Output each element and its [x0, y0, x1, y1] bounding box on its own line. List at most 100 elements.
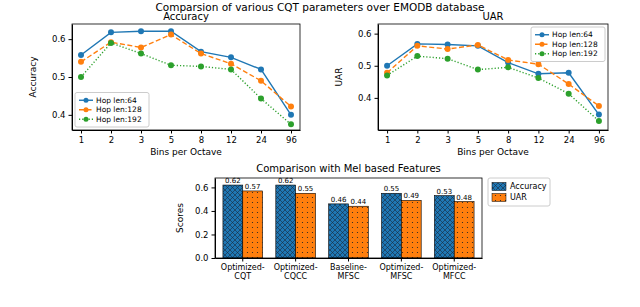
point [228, 54, 234, 60]
tick: 0.4 [52, 110, 72, 120]
point [445, 46, 451, 52]
bar [349, 206, 369, 258]
data-label: 0.44 [351, 198, 367, 206]
tick: 5 [476, 130, 481, 145]
chart-title: Comparison with Mel based Features [256, 163, 441, 174]
tick-mark [387, 130, 388, 134]
tick-label-line: Baseline- [330, 263, 367, 272]
tick-mark [569, 130, 570, 134]
tick: 2 [415, 130, 420, 145]
point [108, 39, 114, 45]
tick: Optimized-MFSC [379, 258, 423, 281]
series-line [81, 31, 291, 115]
tick-label-line: Optimized- [432, 263, 476, 272]
tick-label: 0.0 [195, 253, 209, 263]
chart-title: Accuracy [163, 11, 209, 22]
point [596, 112, 602, 118]
tick-label-line: CQT [234, 272, 251, 281]
tick-label: 2 [415, 135, 420, 145]
legend-label: Hop len:64 [552, 30, 593, 39]
tick-mark [171, 130, 172, 134]
legend-label: Hop len:64 [96, 96, 137, 105]
tick-mark [417, 130, 418, 134]
tick-mark [295, 258, 296, 262]
tick: 0.5 [358, 61, 378, 71]
y-axis: 0.00.20.40.6 [195, 179, 216, 264]
legend-marker [540, 32, 545, 37]
point [258, 66, 264, 72]
tick: 0.6 [358, 29, 378, 39]
tick: 96 [594, 130, 605, 145]
tick-mark [508, 130, 509, 134]
bar [276, 185, 296, 258]
tick: 3 [139, 130, 144, 145]
tick: 0.0 [195, 253, 215, 263]
tick-mark [69, 39, 73, 40]
tick-mark [212, 234, 216, 235]
x-axis: 12358122496 [379, 130, 609, 145]
tick: 0.5 [52, 72, 72, 82]
point [596, 118, 602, 124]
x-axis: 12358122496 [73, 130, 301, 145]
tick-label-line: Optimized- [274, 263, 318, 272]
tick-mark [291, 130, 292, 134]
tick: 1 [385, 130, 390, 145]
point [198, 63, 204, 69]
point [168, 32, 174, 38]
tick-mark [141, 130, 142, 134]
legend-marker [84, 117, 89, 122]
tick-label: 24 [564, 135, 575, 145]
tick: 0.4 [358, 93, 378, 103]
bar [243, 191, 263, 258]
point [475, 67, 481, 73]
bar [296, 193, 316, 258]
legend-frame [531, 27, 605, 62]
plot-area [78, 28, 294, 127]
tick: 0.2 [195, 230, 215, 240]
point [78, 52, 84, 58]
point [78, 74, 84, 80]
data-label: 0.53 [437, 188, 453, 196]
tick-label: 8 [199, 135, 204, 145]
tick: 0.6 [195, 183, 215, 193]
series-line [387, 45, 599, 106]
tick: 3 [445, 130, 450, 145]
point [505, 64, 511, 70]
tick-mark [212, 187, 216, 188]
y-axis-title: Scores [175, 203, 185, 233]
tick-label-line: MFSC [337, 272, 359, 281]
x-axis-title: Bins per Octave [457, 147, 529, 157]
tick-label: 0.4 [358, 93, 372, 103]
tick-label: Optimized-MFSC [379, 263, 423, 281]
tick: 5 [169, 130, 174, 145]
point [138, 44, 144, 50]
tick-mark [348, 258, 349, 262]
tick-mark [375, 98, 379, 99]
point [228, 61, 234, 67]
tick-mark [454, 258, 455, 262]
point [414, 43, 420, 49]
point [258, 96, 264, 102]
point [108, 29, 114, 35]
tick-label: 96 [286, 135, 297, 145]
legend-frame [75, 93, 149, 128]
tick-label: 8 [506, 135, 511, 145]
tick: 1 [79, 130, 84, 145]
legend-swatch [492, 183, 506, 191]
plot-frame [378, 24, 608, 130]
series-line [81, 35, 291, 107]
tick: Optimized-CQT [221, 258, 265, 281]
data-label: 0.55 [384, 185, 400, 193]
legend-marker [540, 42, 545, 47]
point [535, 75, 541, 81]
point [198, 51, 204, 57]
legend: Hop len:64Hop len:128Hop len:192 [531, 27, 605, 62]
point [228, 66, 234, 72]
legend-marker [540, 51, 545, 56]
tick-label-line: CQCC [284, 272, 307, 281]
plot-frame [215, 178, 482, 258]
figure: Comparsion of various CQT parameters ove… [0, 0, 640, 307]
tick-label: 0.5 [52, 72, 66, 82]
tick-mark [599, 130, 600, 134]
point [475, 42, 481, 48]
